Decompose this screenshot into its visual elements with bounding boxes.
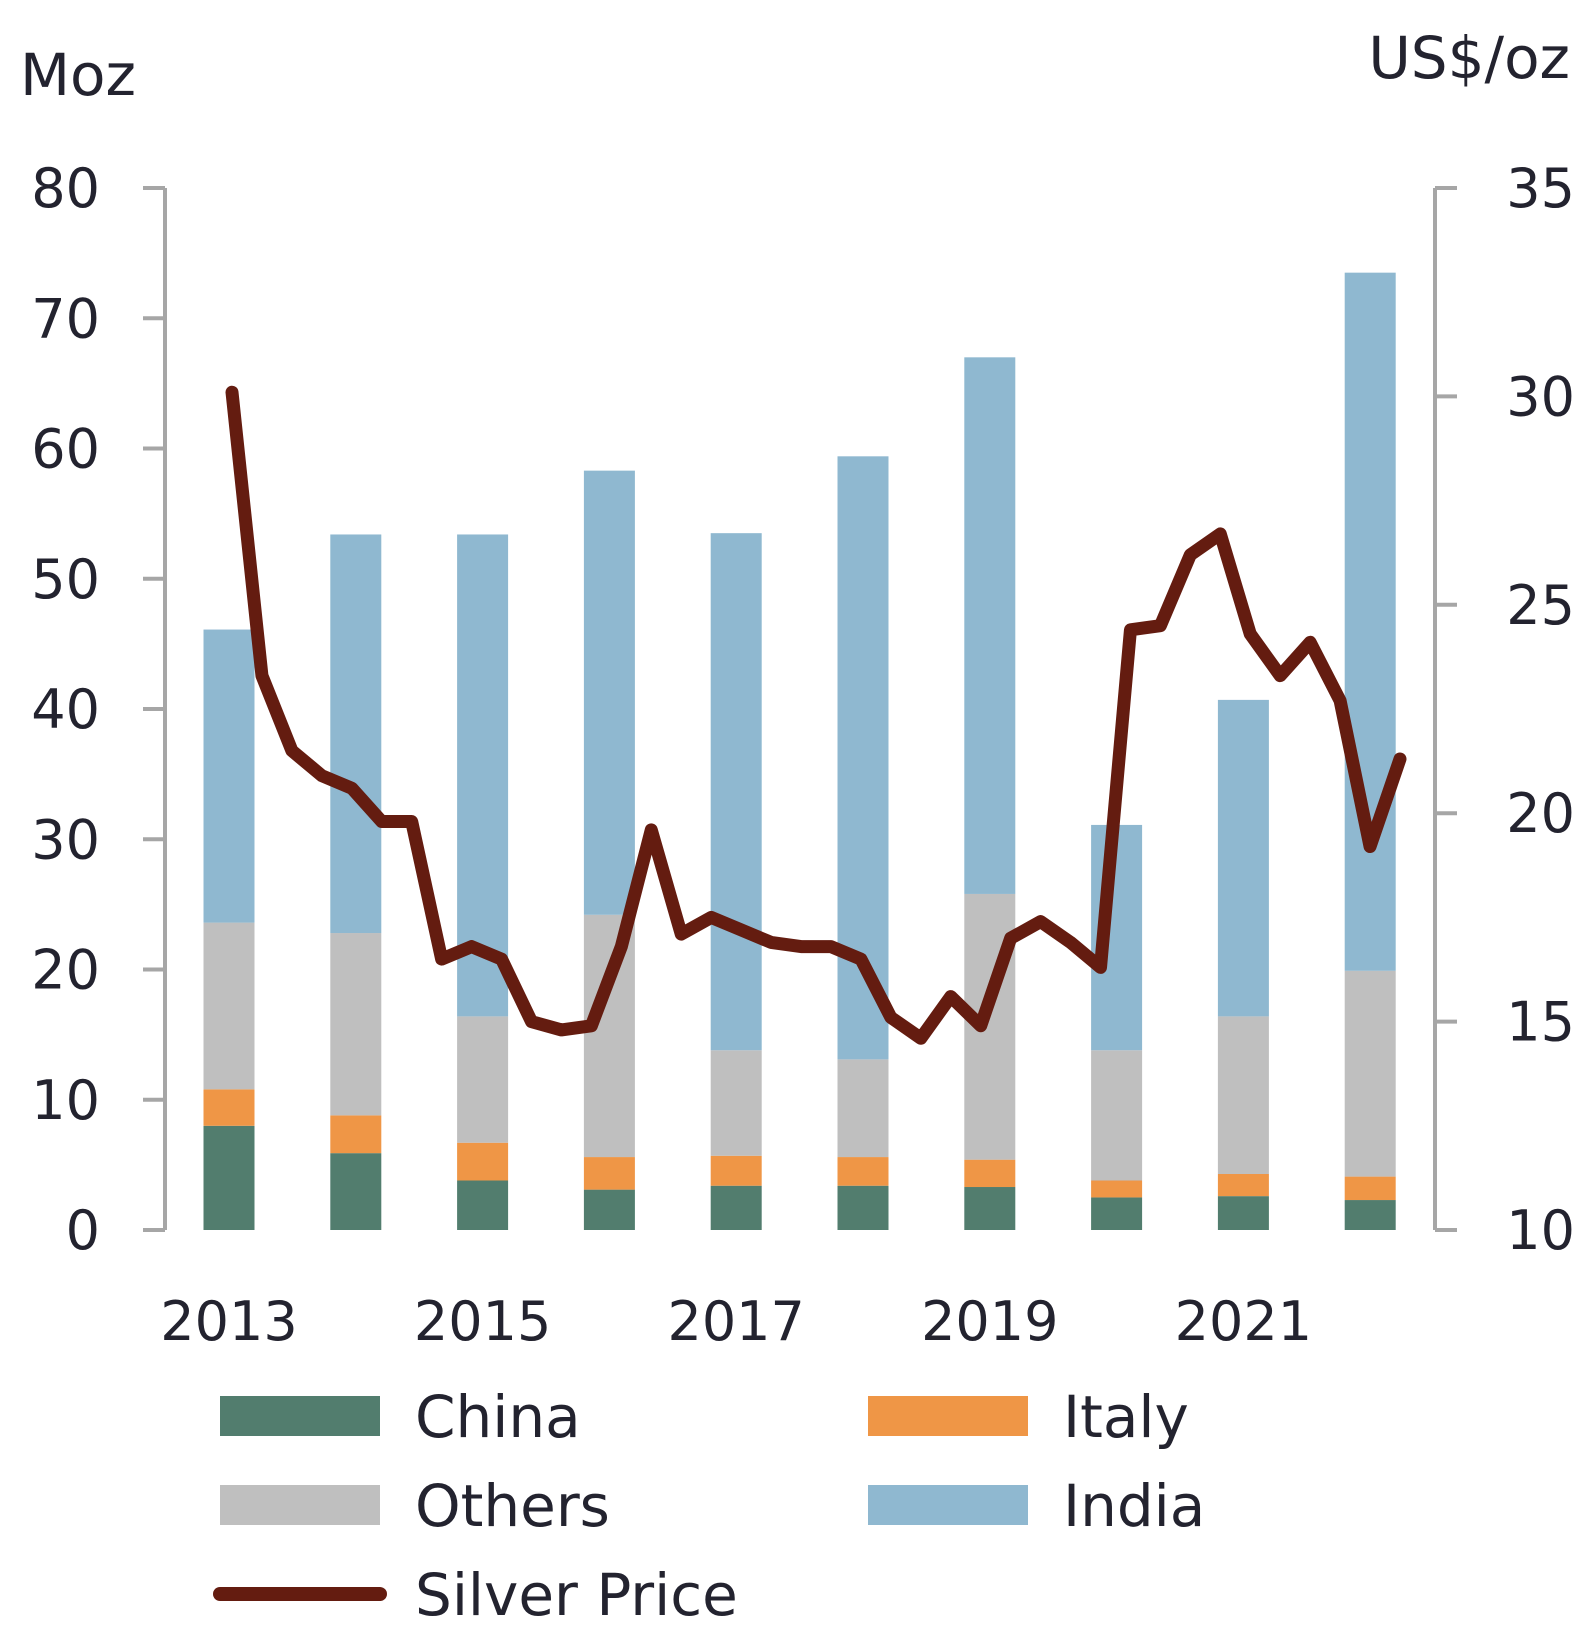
bar-others-2017 (710, 1050, 762, 1156)
left-tick-label: 40 (31, 678, 100, 741)
bar-others-2014 (330, 933, 382, 1116)
legend-label-others: Others (415, 1472, 610, 1540)
left-tick-label: 50 (31, 548, 100, 611)
bar-china-2018 (837, 1185, 889, 1230)
bar-others-2016 (583, 914, 635, 1158)
right-tick-label: 10 (1506, 1199, 1575, 1262)
bar-india-2017 (710, 533, 762, 1051)
legend: China Italy Others India Silver Price (213, 1383, 1205, 1629)
bar-china-2015 (457, 1180, 509, 1230)
bar-others-2018 (837, 1059, 889, 1158)
left-tick-label: 20 (31, 939, 100, 1002)
legend-swatch-china (220, 1396, 380, 1436)
x-tick-label: 2015 (414, 1290, 551, 1353)
bar-india-2021 (1217, 699, 1269, 1017)
bar-india-2022 (1344, 272, 1396, 971)
legend-label-italy: Italy (1063, 1383, 1189, 1451)
bars (203, 272, 1396, 1230)
bar-italy-2020 (1091, 1180, 1143, 1198)
bar-others-2022 (1344, 970, 1396, 1177)
bar-italy-2017 (710, 1155, 762, 1186)
left-tick-label: 70 (31, 287, 100, 350)
bar-china-2017 (710, 1185, 762, 1230)
right-tick-label: 30 (1506, 365, 1575, 428)
bar-italy-2018 (837, 1157, 889, 1186)
right-tick-label: 20 (1506, 782, 1575, 845)
bar-china-2016 (583, 1189, 635, 1230)
silver-price-line (225, 385, 1407, 1045)
x-tick-label: 2013 (160, 1290, 297, 1353)
legend-swatch-italy (868, 1396, 1028, 1436)
legend-swatch-india (868, 1485, 1028, 1525)
bar-italy-2015 (457, 1142, 509, 1181)
price-line-group (225, 385, 1407, 1045)
bar-others-2013 (203, 922, 255, 1090)
axes: 0 10 20 30 40 50 60 70 80 10 15 20 25 30 35 2013 2015 201… (31, 157, 1575, 1353)
right-tick-label: 35 (1506, 157, 1575, 220)
right-axis-unit: US$/oz (1368, 24, 1570, 92)
bar-india-2019 (964, 357, 1016, 894)
bar-india-2014 (330, 534, 382, 934)
left-axis-unit: Moz (20, 41, 136, 109)
left-tick-label: 80 (31, 157, 100, 220)
legend-swatch-others (220, 1485, 380, 1525)
right-tick-label: 25 (1506, 574, 1575, 637)
bar-italy-2022 (1344, 1176, 1396, 1201)
bar-others-2020 (1091, 1050, 1143, 1181)
bar-china-2013 (203, 1125, 255, 1230)
bar-india-2015 (457, 534, 509, 1017)
legend-label-silver-price: Silver Price (415, 1561, 738, 1629)
legend-label-china: China (415, 1383, 581, 1451)
bar-china-2020 (1091, 1197, 1143, 1230)
bar-china-2014 (330, 1153, 382, 1230)
bar-others-2015 (457, 1016, 509, 1143)
legend-label-india: India (1063, 1472, 1205, 1540)
x-tick-label: 2019 (921, 1290, 1058, 1353)
bar-italy-2014 (330, 1115, 382, 1154)
bar-china-2021 (1217, 1196, 1269, 1230)
bar-italy-2013 (203, 1089, 255, 1126)
bar-india-2013 (203, 629, 255, 923)
right-tick-label: 15 (1506, 991, 1575, 1054)
bar-china-2019 (964, 1187, 1016, 1230)
left-tick-label: 0 (66, 1199, 100, 1262)
bar-india-2016 (583, 470, 635, 915)
x-tick-label: 2017 (667, 1290, 804, 1353)
x-tick-label: 2021 (1175, 1290, 1312, 1353)
bar-italy-2016 (583, 1157, 635, 1190)
bar-china-2022 (1344, 1200, 1396, 1230)
left-tick-label: 60 (31, 418, 100, 481)
bar-italy-2021 (1217, 1173, 1269, 1197)
bar-others-2021 (1217, 1016, 1269, 1174)
left-tick-label: 10 (31, 1069, 100, 1132)
bar-italy-2019 (964, 1159, 1016, 1188)
left-tick-label: 30 (31, 808, 100, 871)
